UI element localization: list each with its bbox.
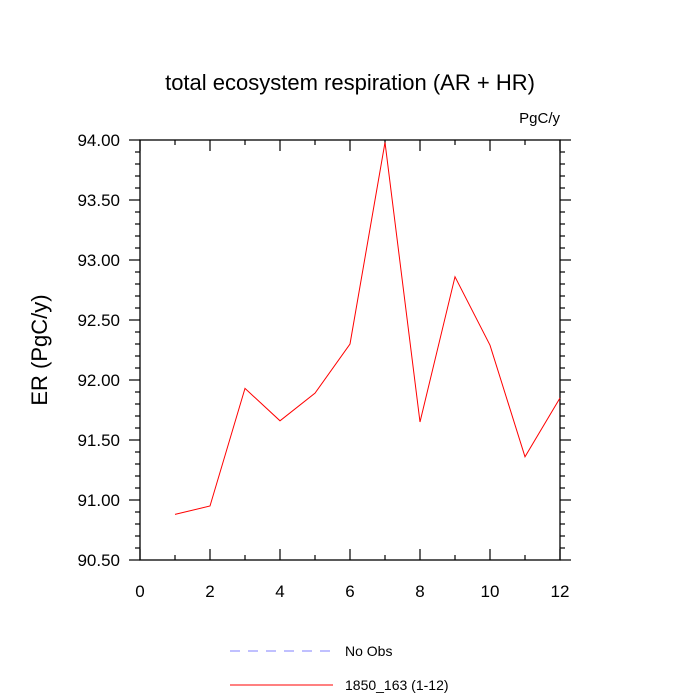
- y-tick-label: 91.50: [77, 431, 120, 450]
- y-tick-label: 93.50: [77, 191, 120, 210]
- x-tick-label: 12: [551, 582, 570, 601]
- units-label: PgC/y: [519, 110, 560, 127]
- y-tick-label: 90.50: [77, 551, 120, 570]
- x-tick-label: 8: [415, 582, 424, 601]
- data-series: [174, 142, 561, 515]
- x-tick-label: 4: [275, 582, 284, 601]
- y-tick-labels: 90.50 91.00 91.50 92.00 92.50 93.00 93.50 94.00: [77, 131, 120, 570]
- x-tick-label: 2: [205, 582, 214, 601]
- y-tick-label: 94.00: [77, 131, 120, 150]
- plot-frame: [139, 139, 561, 561]
- y-tick-label: 93.00: [77, 251, 120, 270]
- legend: No Obs 1850_163 (1-12): [230, 643, 449, 693]
- y-tick-label: 92.50: [77, 311, 120, 330]
- x-tick-labels: 0 2 4 6 8 10 12: [135, 582, 569, 601]
- x-tick-label: 10: [481, 582, 500, 601]
- y-tick-label: 91.00: [77, 491, 120, 510]
- axis-ticks: [129, 139, 571, 561]
- x-tick-label: 0: [135, 582, 144, 601]
- legend-no-obs-label: No Obs: [345, 643, 392, 659]
- y-axis-label: ER (PgC/y): [27, 294, 52, 405]
- legend-1850-163-label: 1850_163 (1-12): [345, 677, 449, 693]
- chart-title: total ecosystem respiration (AR + HR): [165, 70, 535, 95]
- series-line-1850-163-1-12-: [174, 142, 561, 515]
- x-tick-label: 6: [345, 582, 354, 601]
- y-tick-label: 92.00: [77, 371, 120, 390]
